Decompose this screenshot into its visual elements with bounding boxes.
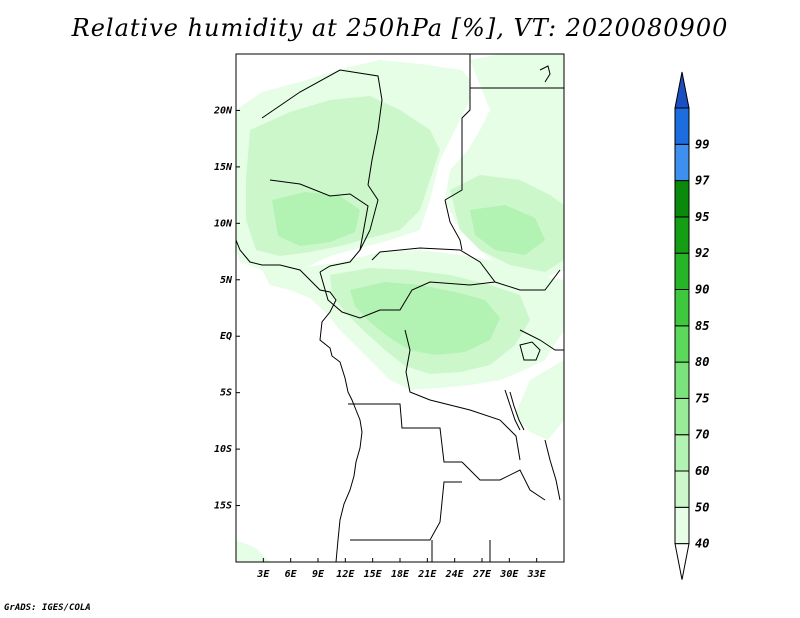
- colorbar-label: 85: [695, 319, 709, 333]
- border-drc-north: [404, 329, 521, 461]
- humidity-field: [236, 54, 564, 562]
- colorbar-bin: [674, 325, 690, 363]
- colorbar-label: 40: [695, 537, 709, 551]
- lon-tick-label: 3E: [256, 569, 270, 580]
- border-libya-egypt: [444, 54, 471, 201]
- lat-tick-label: 5S: [220, 388, 232, 399]
- lake-malawi: [544, 439, 561, 501]
- colorbar-label: 80: [695, 355, 709, 369]
- lon-tick-label: 6E: [285, 569, 298, 580]
- colorbar-bin: [674, 180, 690, 218]
- border-nigeria: [269, 179, 369, 273]
- colorbar-bin: [674, 470, 690, 508]
- colorbar-label: 75: [695, 391, 709, 405]
- border-sahara-north: [261, 69, 383, 186]
- colorbar-bin: [674, 252, 690, 290]
- colorbar-label: 60: [695, 464, 709, 478]
- humidity-area-sudan-core: [470, 205, 545, 255]
- lake-tanganyika: [504, 389, 525, 431]
- border-niger-chad: [359, 184, 379, 251]
- lake-victoria: [519, 341, 541, 361]
- colorbar-bin: [674, 361, 690, 399]
- colorbar-label: 92: [695, 246, 709, 260]
- lon-tick-label: 30E: [499, 569, 519, 580]
- colorbar-bin: [674, 397, 690, 436]
- colorbar-label: 95: [695, 210, 709, 224]
- colorbar-bin: [674, 434, 690, 472]
- border-namibia-botswana: [431, 540, 491, 562]
- colorbar-bin: [674, 289, 690, 327]
- lat-axis: 20N 15N 10N 5N EQ 5S 10S 15S: [213, 105, 240, 512]
- lat-tick-label: EQ: [220, 331, 232, 342]
- lon-tick-label: 33E: [527, 569, 547, 580]
- country-borders: [236, 54, 564, 562]
- coastline-west-africa: [236, 239, 363, 562]
- lat-tick-label: 20N: [213, 105, 233, 116]
- lat-tick-label: 5N: [220, 275, 233, 286]
- border-cameroon: [319, 271, 381, 319]
- humidity-area-congo-moist-core: [350, 282, 500, 355]
- border-zambia: [461, 461, 546, 501]
- lat-tick-label: 10S: [214, 444, 232, 455]
- humidity-area-nigeria-core: [272, 192, 360, 246]
- colorbar-label: 70: [695, 428, 709, 442]
- lat-tick-label: 10N: [214, 218, 233, 229]
- map-title: Relative humidity at 250hPa [%], VT: 202…: [71, 14, 729, 42]
- colorbar-label: 97: [695, 174, 710, 188]
- colorbar-top-arrow: [674, 71, 690, 109]
- grads-credit: GrADS: IGES/COLA: [4, 603, 91, 613]
- lon-tick-label: 9E: [312, 569, 325, 580]
- lon-tick-label: 15E: [364, 569, 383, 580]
- lon-tick-label: 18E: [391, 569, 410, 580]
- border-chad-sudan: [444, 199, 463, 251]
- lon-tick-label: 21E: [417, 569, 437, 580]
- colorbar-bin: [674, 107, 690, 145]
- humidity-area-southwest-corner: [236, 540, 270, 562]
- lon-tick-label: 27E: [472, 569, 492, 580]
- colorbar-label: 99: [695, 137, 709, 151]
- lat-tick-label: 15N: [214, 162, 233, 173]
- humidity-area-east-africa: [515, 360, 564, 440]
- lon-axis: 3E 6E 9E 12E 15E 18E 21E 24E 27E 30E 33E: [256, 558, 547, 580]
- lon-tick-label: 24E: [445, 569, 465, 580]
- colorbar-label: 90: [695, 283, 709, 297]
- border-angola-north: [348, 403, 462, 463]
- colorbar-bottom-arrow: [674, 543, 690, 580]
- colorbar: 40 50 60 70 75 80 85 90 92 95 97 99: [674, 71, 710, 580]
- lon-tick-label: 12E: [336, 569, 355, 580]
- border-angola-south: [350, 481, 462, 541]
- red-sea-coast: [539, 65, 551, 83]
- colorbar-bin: [674, 216, 690, 254]
- lat-tick-label: 15S: [214, 501, 232, 512]
- border-south-sudan: [494, 269, 561, 291]
- colorbar-bin: [674, 143, 690, 182]
- colorbar-bin: [674, 506, 690, 545]
- border-east-africa: [519, 329, 564, 351]
- colorbar-label: 50: [695, 500, 709, 514]
